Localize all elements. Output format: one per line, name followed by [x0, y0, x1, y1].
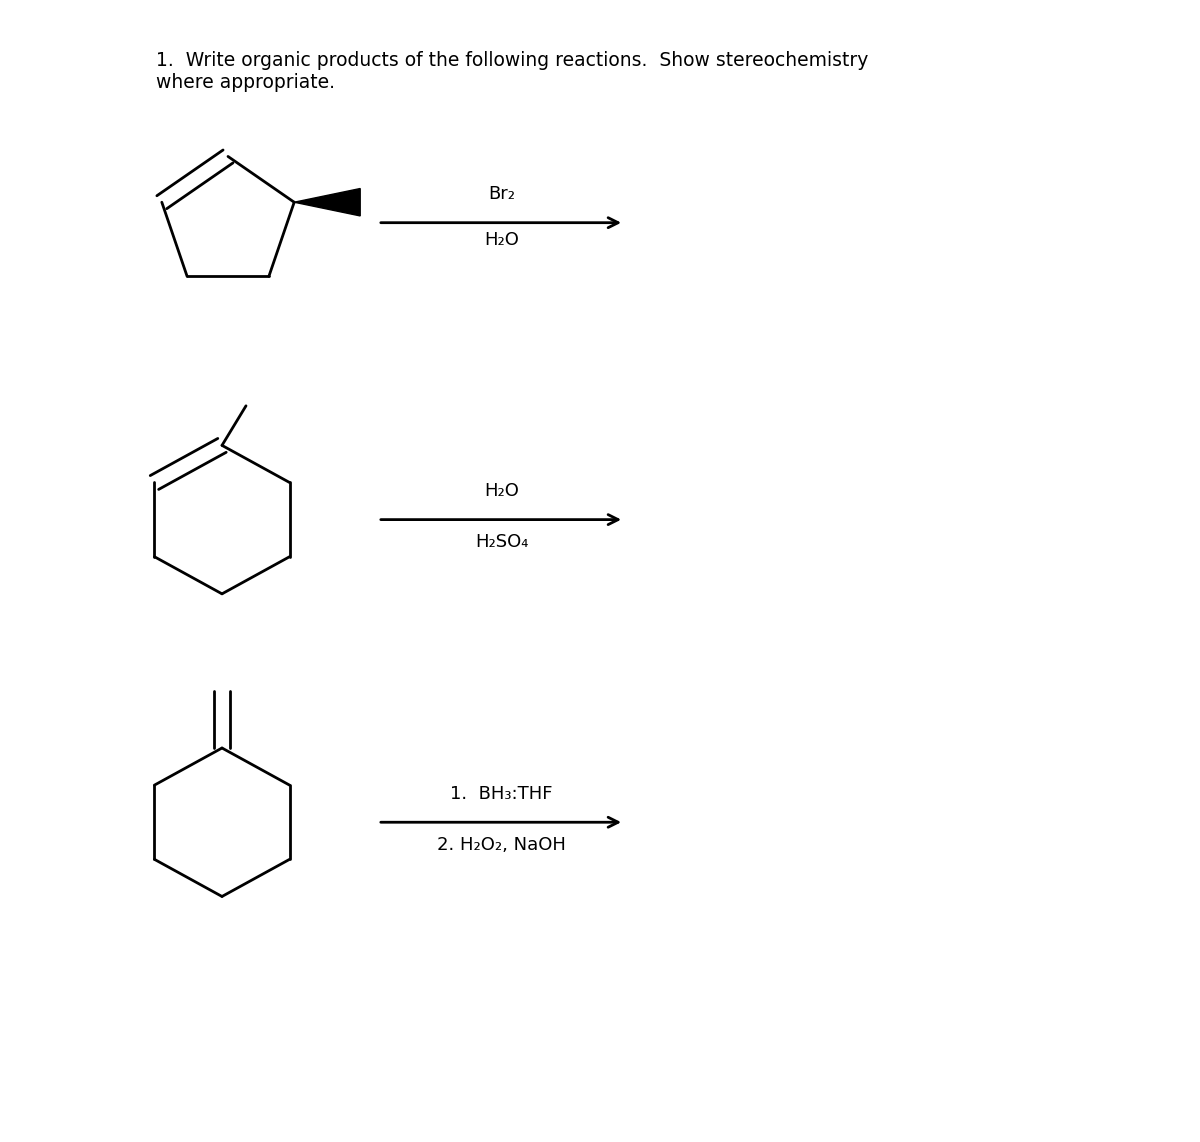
- Text: H₂O: H₂O: [484, 482, 520, 500]
- Text: 2. H₂O₂, NaOH: 2. H₂O₂, NaOH: [437, 836, 566, 854]
- Text: Br₂: Br₂: [488, 185, 515, 203]
- Text: H₂O: H₂O: [484, 231, 520, 249]
- Text: H₂SO₄: H₂SO₄: [475, 533, 528, 552]
- Polygon shape: [294, 188, 360, 216]
- Text: 1.  BH₃:THF: 1. BH₃:THF: [450, 785, 553, 803]
- Text: 1.  Write organic products of the following reactions.  Show stereochemistry
whe: 1. Write organic products of the followi…: [156, 51, 869, 93]
